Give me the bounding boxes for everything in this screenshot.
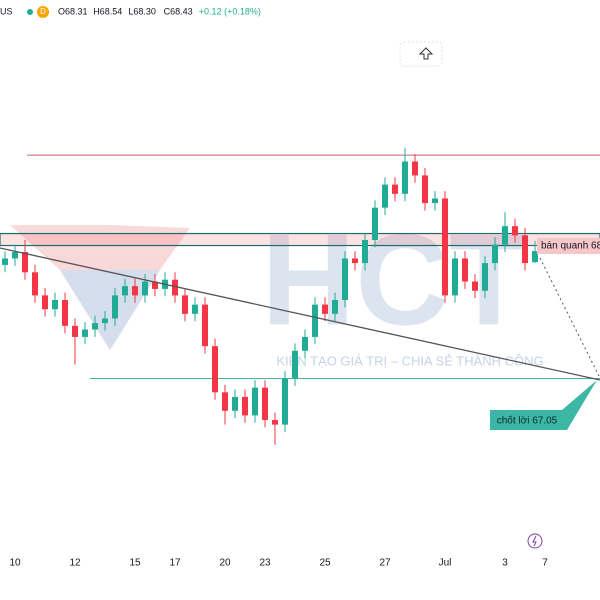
candle-body [392,184,398,194]
logo-shape [10,225,190,350]
x-tick-label: 15 [129,558,141,569]
candle-body [302,336,308,351]
ohlc-header: O68.31 H68.54 L68.30 C68.43 +0.12 (+0.18%) [58,6,261,16]
candle-body [322,304,328,314]
candle-body [242,396,248,416]
watermark-slogan: KIẾN TẠO GIÁ TRỊ – CHIA SẺ THÀNH CÔNG [276,353,543,368]
x-tick-label: 10 [9,558,21,569]
interval-badge [37,6,49,18]
candle-body [62,300,68,326]
candle-body [402,161,408,194]
symbol: US [0,6,13,16]
candle-body [262,387,268,420]
candle-body [422,175,428,204]
candle-body [442,198,448,296]
candle-body [22,252,28,273]
candle-body [222,392,228,411]
header-bar [0,0,600,22]
candle-body [522,235,528,264]
interval: D [40,7,46,16]
x-tick-label: 23 [259,558,271,569]
target-label: chốt lời 67.05 [497,415,558,427]
candle-body [272,420,278,425]
candle-body [472,281,478,291]
status-dot [27,9,33,15]
ohlc-value: L68.30 [128,6,156,16]
candle-body [362,240,368,264]
candle-body [12,252,18,259]
candle-body [202,304,208,347]
candle-body [132,286,138,296]
candle-body [122,286,128,296]
candle-body [382,184,388,208]
bolt [532,535,537,547]
candle-body [342,258,348,300]
x-tick-label: 27 [379,558,391,569]
candle-body [32,272,38,296]
sell-label-box [537,238,600,254]
events-icon[interactable] [527,533,543,549]
candle-body [232,396,238,411]
x-tick-label: 20 [219,558,231,569]
candle-body [152,281,158,289]
candle-body [52,300,58,310]
x-tick-label: 7 [542,558,548,569]
candle-body [92,323,98,330]
up-arrow-icon[interactable] [418,47,434,60]
ohlc-value: O68.31 [58,6,88,16]
x-tick-label: Jul [439,558,452,569]
plot-area [0,147,600,445]
candle-body [352,258,358,264]
candle-body [82,329,88,337]
candle-body [42,295,48,310]
candle-body [72,325,78,337]
candle-body [452,258,458,296]
ohlc-value: H68.54 [93,6,122,16]
candle-body [292,350,298,379]
x-tick-label: 17 [169,558,181,569]
candle-body [492,244,498,264]
sell-label: bán quanh 68 [541,241,600,252]
candle-body [182,295,188,314]
candle-body [2,258,8,265]
candle-body [372,207,378,240]
candle-body [482,263,488,291]
ohlc-value: +0.12 (+0.18%) [199,6,261,16]
candle-body [502,226,508,245]
watermark-logo: HCT [261,206,528,352]
candle-body [192,304,198,314]
candle-body [512,226,518,236]
projection-line [539,257,600,379]
candle-body [102,318,108,324]
trend-line [0,247,600,381]
ohlc-value: C68.43 [164,6,193,16]
candle-body [142,281,148,296]
candle-body [332,300,338,314]
x-tick-label: 3 [502,558,508,569]
candle-body [532,251,538,263]
sell-zone [0,232,600,247]
target-callout [490,380,597,430]
x-tick-label: 12 [69,558,81,569]
candle-body [282,378,288,425]
candle-body [212,346,218,393]
candle-body [312,304,318,337]
x-tick-label: 25 [319,558,331,569]
candle-body [432,198,438,204]
candle-body [252,387,258,416]
candle-body [172,279,178,296]
candle-body [462,258,468,282]
candle-body [412,161,418,176]
candle-body [112,295,118,319]
